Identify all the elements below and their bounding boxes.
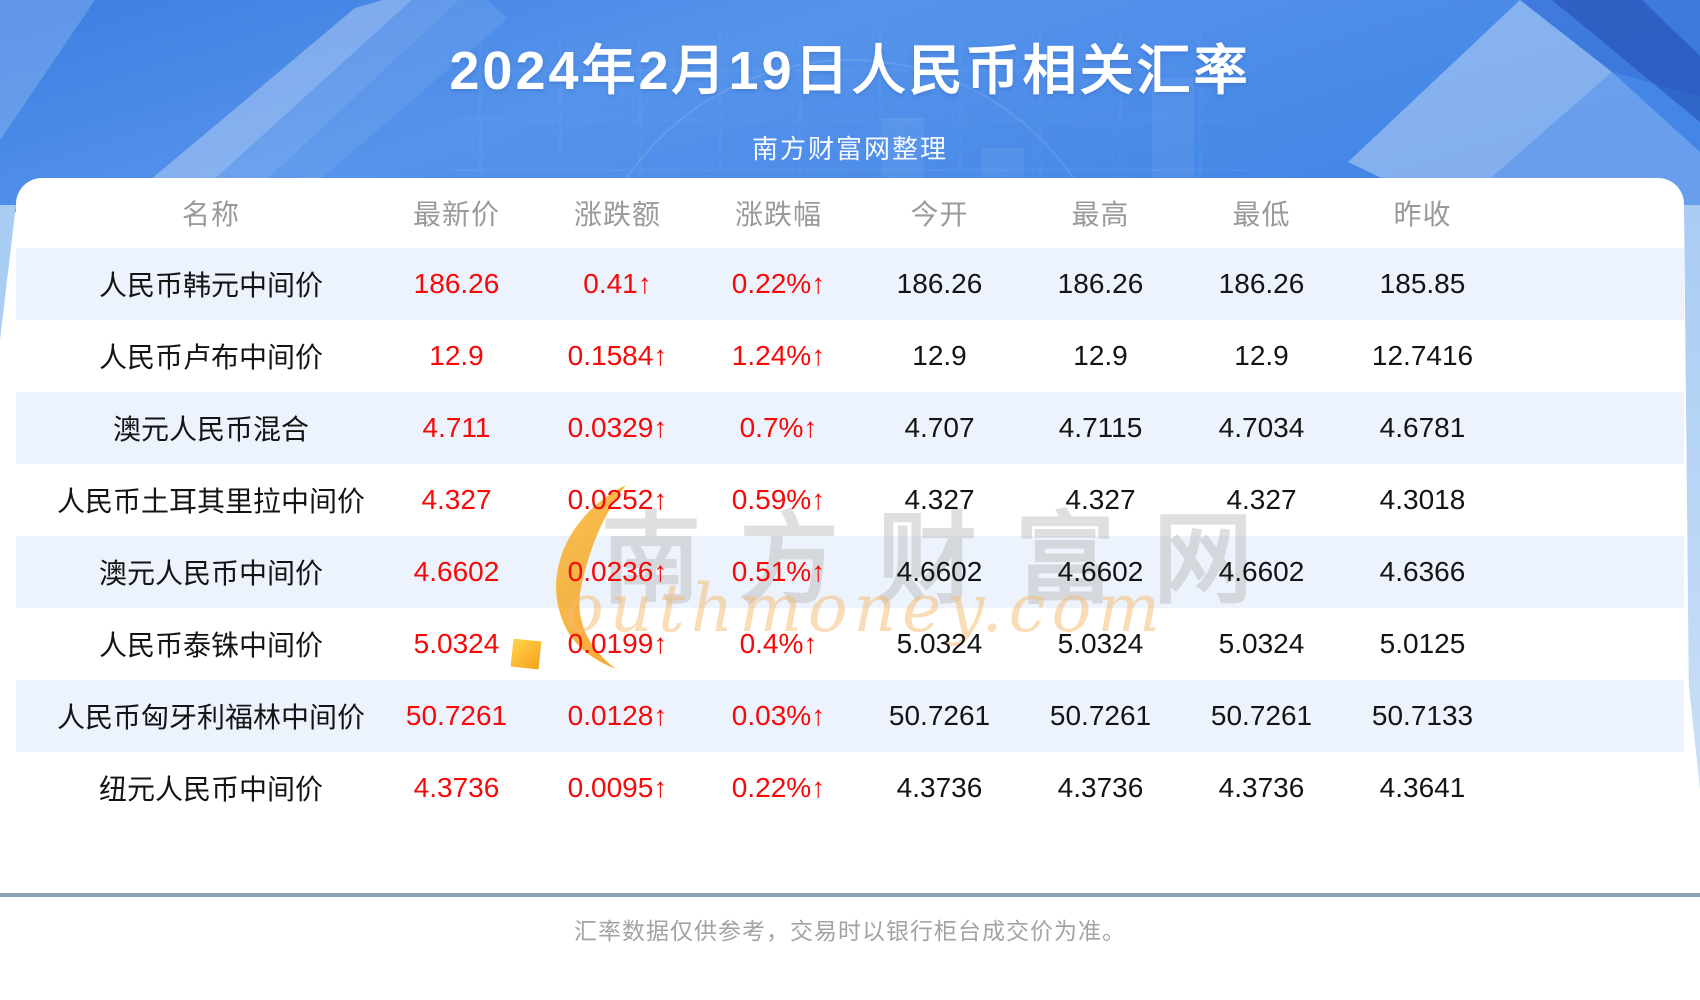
cell-low: 4.3736 — [1218, 772, 1305, 803]
cell-prev_close: 50.7133 — [1371, 700, 1474, 731]
cell-open: 4.3736 — [896, 772, 983, 803]
cell-change_pct: 1.24%↑ — [731, 340, 826, 371]
row-name: 人民币韩元中间价 — [98, 270, 323, 301]
cell-open: 12.9 — [912, 340, 967, 371]
cell-prev_close: 4.3018 — [1379, 484, 1466, 515]
cell-low: 4.6602 — [1218, 556, 1305, 587]
cell-change: 0.0095↑ — [567, 772, 668, 803]
cell-change_pct: 0.59%↑ — [731, 484, 826, 515]
col-header-high: 最高 — [1071, 199, 1130, 230]
table-row: 人民币匈牙利福林中间价 50.7261 0.0128↑ 0.03%↑ 50.7261 50… — [16, 680, 1684, 752]
banner-edge-left — [0, 205, 16, 340]
cell-change: 0.0329↑ — [567, 412, 668, 443]
cell-low: 186.26 — [1218, 268, 1305, 299]
cell-change_pct: 0.7%↑ — [739, 412, 818, 443]
table-row: 人民币韩元中间价 186.26 0.41↑ 0.22%↑ 186.26 186.26 186… — [16, 248, 1684, 320]
cell-high: 50.7261 — [1049, 700, 1152, 731]
cell-change: 0.0236↑ — [567, 556, 668, 587]
table-row: 纽元人民币中间价 4.3736 0.0095↑ 0.22%↑ 4.3736 4.3736 4… — [16, 752, 1684, 824]
cell-change: 0.41↑ — [583, 268, 652, 299]
cell-high: 4.7115 — [1058, 412, 1143, 443]
row-name: 人民币匈牙利福林中间价 — [56, 702, 365, 733]
cell-change_pct: 0.51%↑ — [731, 556, 826, 587]
table-row: 澳元人民币混合 4.711 0.0329↑ 0.7%↑ 4.707 4.7115 4.703… — [16, 392, 1684, 464]
table-row: 人民币土耳其里拉中间价 4.327 0.0252↑ 0.59%↑ 4.327 4.327 4… — [16, 464, 1684, 536]
cell-latest: 4.327 — [421, 484, 492, 515]
cell-prev_close: 12.7416 — [1371, 340, 1474, 371]
cell-prev_close: 4.3641 — [1379, 772, 1466, 803]
row-name: 人民币泰铢中间价 — [98, 630, 323, 661]
row-name: 纽元人民币中间价 — [98, 774, 323, 805]
cell-high: 4.327 — [1065, 484, 1136, 515]
cell-prev_close: 4.6781 — [1379, 412, 1466, 443]
col-header-change-pct: 涨跌幅 — [734, 199, 822, 230]
cell-latest: 50.7261 — [405, 700, 508, 731]
cell-prev_close: 4.6366 — [1379, 556, 1466, 587]
cell-low: 4.327 — [1226, 484, 1297, 515]
row-name: 澳元人民币中间价 — [98, 558, 323, 589]
cell-high: 4.3736 — [1057, 772, 1144, 803]
table-row: 澳元人民币中间价 4.6602 0.0236↑ 0.51%↑ 4.6602 4.6602 4… — [16, 536, 1684, 608]
table-body: 人民币韩元中间价 186.26 0.41↑ 0.22%↑ 186.26 186.26 186… — [16, 248, 1684, 824]
banner-edge-right — [1684, 205, 1700, 790]
cell-change: 0.1584↑ — [567, 340, 668, 371]
page-subtitle: 南方财富网整理 — [751, 134, 948, 164]
cell-latest: 186.26 — [413, 268, 500, 299]
cell-open: 4.707 — [904, 412, 975, 443]
row-name: 人民币卢布中间价 — [98, 342, 323, 373]
cell-change_pct: 0.4%↑ — [739, 628, 818, 659]
col-header-low: 最低 — [1232, 199, 1291, 230]
col-header-latest: 最新价 — [412, 199, 500, 230]
cell-open: 186.26 — [896, 268, 983, 299]
cell-open: 50.7261 — [888, 700, 991, 731]
cell-low: 5.0324 — [1218, 628, 1305, 659]
cell-latest: 4.3736 — [413, 772, 500, 803]
cell-high: 12.9 — [1073, 340, 1128, 371]
cell-low: 12.9 — [1234, 340, 1289, 371]
cell-latest: 12.9 — [429, 340, 484, 371]
col-header-prev-close: 昨收 — [1393, 199, 1452, 230]
cell-change_pct: 0.22%↑ — [731, 268, 826, 299]
cell-high: 186.26 — [1057, 268, 1144, 299]
cell-open: 4.327 — [904, 484, 975, 515]
cell-open: 4.6602 — [896, 556, 983, 587]
cell-latest: 4.711 — [422, 412, 491, 443]
cell-change_pct: 0.03%↑ — [731, 700, 826, 731]
cell-low: 4.7034 — [1218, 412, 1305, 443]
cell-prev_close: 185.85 — [1379, 268, 1466, 299]
table-header-row: 名称 最新价 涨跌额 涨跌幅 今开 最高 最低 昨收 — [16, 178, 1684, 248]
cell-change: 0.0252↑ — [567, 484, 668, 515]
cell-latest: 4.6602 — [413, 556, 500, 587]
cell-open: 5.0324 — [896, 628, 983, 659]
row-name: 人民币土耳其里拉中间价 — [56, 486, 365, 517]
table-row: 人民币泰铢中间价 5.0324 0.0199↑ 0.4%↑ 5.0324 5.0324 5.… — [16, 608, 1684, 680]
col-header-open: 今开 — [910, 199, 969, 230]
footer-divider — [0, 893, 1700, 897]
cell-prev_close: 5.0125 — [1379, 628, 1466, 659]
cell-change_pct: 0.22%↑ — [731, 772, 826, 803]
cell-high: 5.0324 — [1057, 628, 1144, 659]
table-row: 人民币卢布中间价 12.9 0.1584↑ 1.24%↑ 12.9 12.9 12.9 12.… — [16, 320, 1684, 392]
cell-change: 0.0199↑ — [567, 628, 668, 659]
cell-high: 4.6602 — [1057, 556, 1144, 587]
col-header-change: 涨跌额 — [573, 199, 661, 230]
page-title: 2024年2月19日人民币相关汇率 — [449, 41, 1251, 101]
row-name: 澳元人民币混合 — [112, 414, 309, 445]
col-header-name: 名称 — [181, 199, 240, 230]
cell-latest: 5.0324 — [413, 628, 500, 659]
footer-note: 汇率数据仅供参考，交易时以银行柜台成交价为准。 — [574, 918, 1126, 944]
rates-table-card: 名称 最新价 涨跌额 涨跌幅 今开 最高 最低 昨收 人民币韩元中间价 186.2… — [16, 178, 1684, 824]
cell-low: 50.7261 — [1210, 700, 1313, 731]
cell-change: 0.0128↑ — [567, 700, 668, 731]
